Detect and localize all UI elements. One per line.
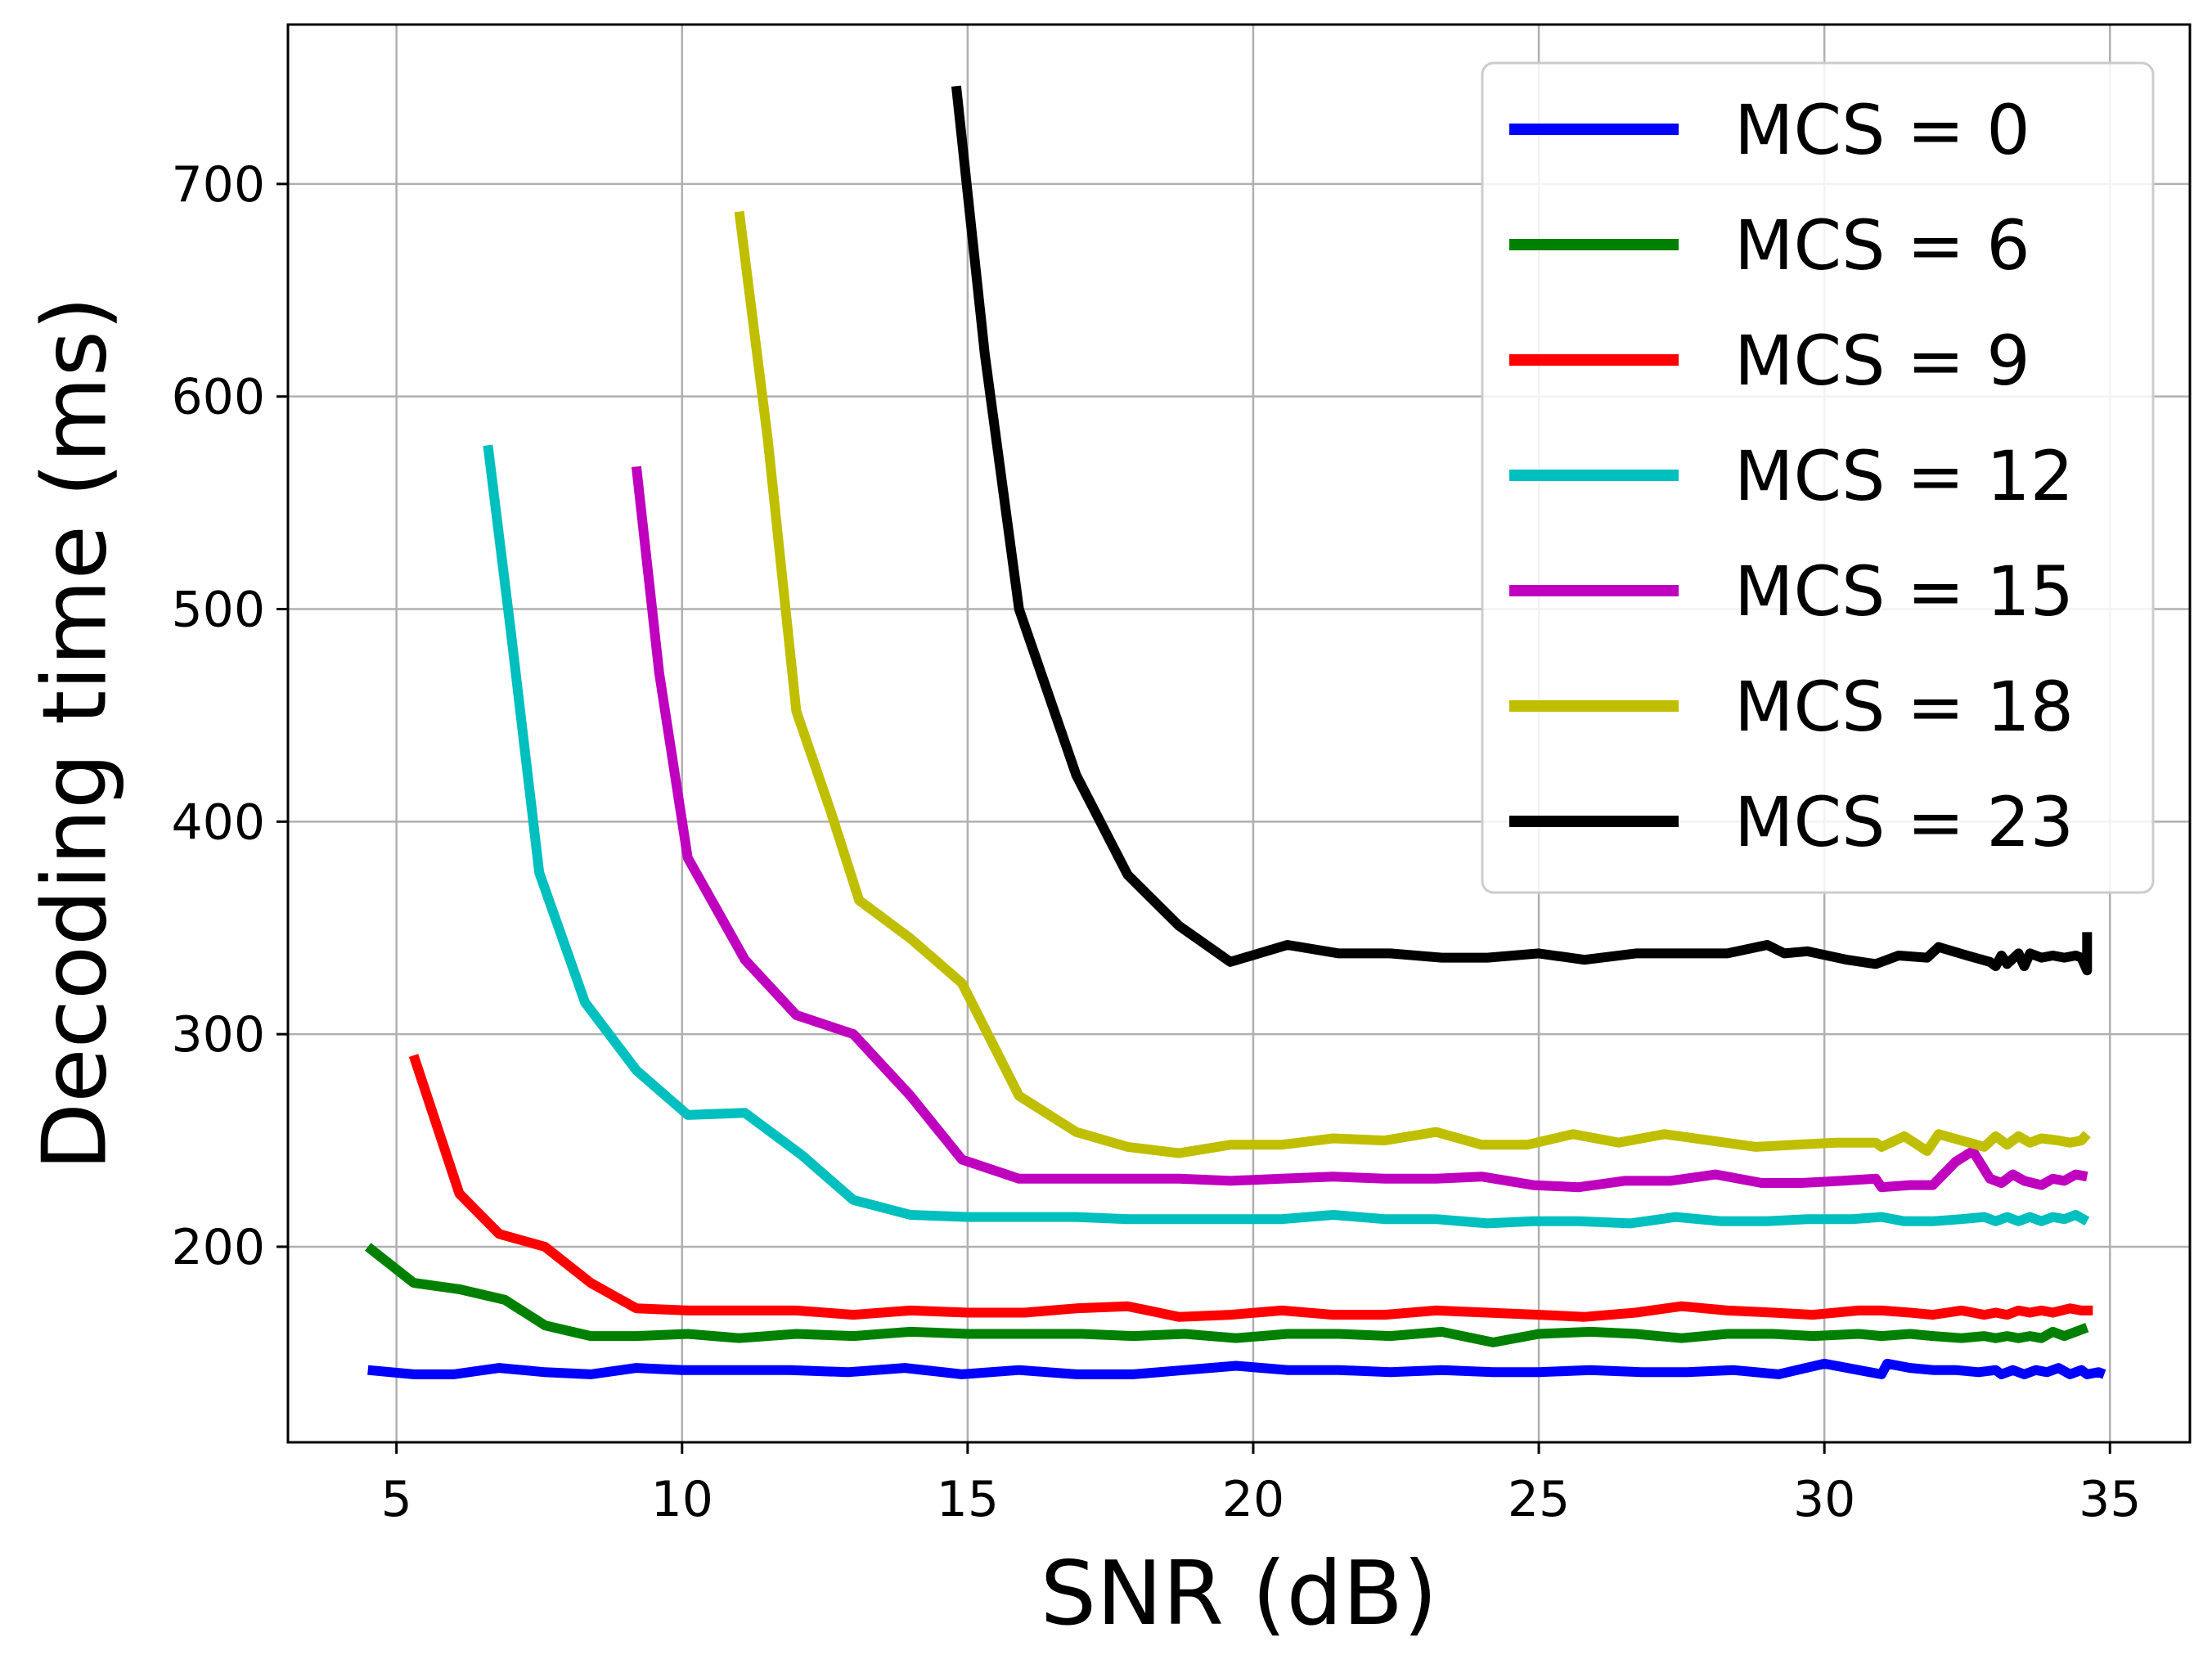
series-line-0: [367, 1358, 2106, 1379]
y-tick-label: 200: [171, 1219, 265, 1276]
series-group: [364, 85, 2106, 1379]
legend-box: [1481, 61, 2155, 894]
x-tick-label: 25: [1508, 1471, 1570, 1528]
legend: MCS = 0 MCS = 6 MCS = 9 MCS = 12 MCS = 15 MCS…: [1481, 61, 2155, 894]
axis-ticks: 5 10 15 20 25 30 35 200 300 400 500 600 700: [171, 156, 2141, 1528]
legend-label-6: MCS = 23: [1734, 782, 2074, 862]
x-tick-label: 15: [937, 1471, 999, 1528]
y-tick-label: 600: [171, 369, 265, 426]
plot-frame: [286, 23, 2192, 1444]
x-tick-label: 10: [651, 1471, 713, 1528]
y-axis-title: Decoding time (ms): [25, 296, 127, 1171]
series-line-6: [951, 85, 2093, 976]
x-tick-label: 20: [1222, 1471, 1284, 1528]
x-axis-title: SNR (dB): [1041, 1543, 1438, 1645]
y-tick-label: 500: [171, 582, 265, 639]
x-tick-label: 30: [1793, 1471, 1855, 1528]
series-line-5: [734, 210, 2091, 1158]
legend-label-3: MCS = 12: [1734, 436, 2074, 516]
y-tick-label: 400: [171, 794, 265, 851]
x-tick-label: 5: [381, 1471, 412, 1528]
series-line-1: [364, 1243, 2089, 1347]
x-tick-label: 35: [2079, 1471, 2141, 1528]
legend-label-0: MCS = 0: [1734, 90, 2030, 170]
legend-label-4: MCS = 15: [1734, 551, 2074, 632]
series-line-4: [631, 465, 2088, 1193]
legend-label-1: MCS = 6: [1734, 205, 2030, 286]
legend-label-5: MCS = 18: [1734, 667, 2074, 747]
legend-label-2: MCS = 9: [1734, 321, 2030, 401]
y-tick-label: 700: [171, 156, 265, 214]
y-tick-label: 300: [171, 1006, 265, 1064]
series-line-3: [483, 444, 2090, 1229]
series-line-2: [408, 1054, 2093, 1322]
